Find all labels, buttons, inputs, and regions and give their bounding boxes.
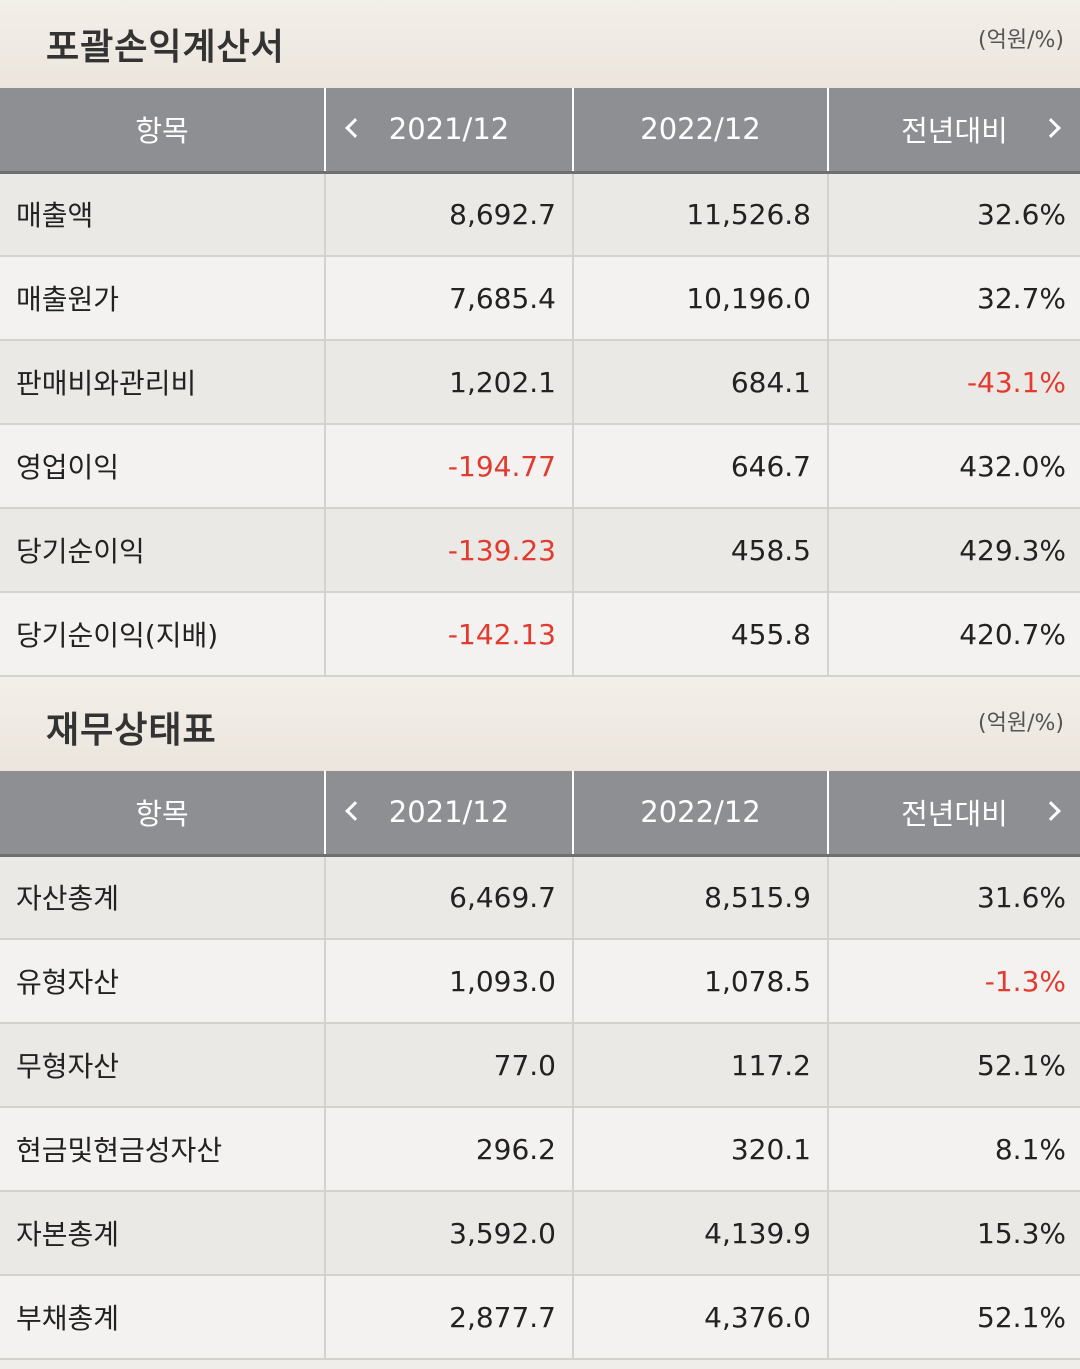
balance-section-header: 재무상태표 (억원/%) bbox=[0, 677, 1080, 771]
row-item-label: 현금및현금성자산 bbox=[0, 1107, 325, 1192]
row-value-2022: 684.1 bbox=[572, 340, 828, 425]
table-row[interactable]: 현금및현금성자산 296.2 320.1 8.1% bbox=[0, 1107, 1080, 1192]
row-item-label: 당기순이익(지배) bbox=[0, 592, 325, 677]
row-value-yoy: 420.7% bbox=[827, 592, 1080, 677]
row-value-yoy: 8.1% bbox=[827, 1107, 1080, 1192]
table-row[interactable]: 자산총계 6,469.7 8,515.9 31.6% bbox=[0, 855, 1080, 940]
balance-table: 항목 2021/12 2022/12 전년대비 자산총계 6,469.7 8,515… bbox=[0, 771, 1080, 1360]
table-row[interactable]: 당기순이익(지배) -142.13 455.8 420.7% bbox=[0, 592, 1080, 677]
row-value-yoy: 31.6% bbox=[827, 855, 1080, 940]
balance-header-2021: 2021/12 bbox=[324, 771, 573, 857]
row-value-2022: 11,526.8 bbox=[572, 172, 828, 257]
income-header-item: 항목 bbox=[0, 88, 325, 174]
row-item-label: 매출원가 bbox=[0, 256, 325, 341]
row-value-2022: 4,376.0 bbox=[572, 1275, 828, 1360]
row-value-2022: 4,139.9 bbox=[572, 1191, 828, 1276]
row-value-2022: 117.2 bbox=[572, 1023, 828, 1108]
row-value-2021: 8,692.7 bbox=[324, 172, 573, 257]
balance-header-yoy-label: 전년대비 bbox=[901, 797, 1008, 832]
row-item-label: 매출액 bbox=[0, 172, 325, 257]
row-value-2021: 296.2 bbox=[324, 1107, 573, 1192]
balance-header-2021-label: 2021/12 bbox=[388, 795, 510, 830]
row-value-yoy: 52.1% bbox=[827, 1023, 1080, 1108]
row-value-2021: 2,877.7 bbox=[324, 1275, 573, 1360]
row-item-label: 자본총계 bbox=[0, 1191, 325, 1276]
row-item-label: 유형자산 bbox=[0, 939, 325, 1024]
row-value-2021: 1,093.0 bbox=[324, 939, 573, 1024]
table-row[interactable]: 영업이익 -194.77 646.7 432.0% bbox=[0, 424, 1080, 509]
balance-header-2022: 2022/12 bbox=[572, 771, 828, 857]
chevron-left-icon[interactable] bbox=[345, 801, 365, 822]
row-value-2021: 3,592.0 bbox=[324, 1191, 573, 1276]
row-item-label: 당기순이익 bbox=[0, 508, 325, 593]
income-header-yoy: 전년대비 bbox=[827, 88, 1080, 174]
row-value-yoy: 32.7% bbox=[827, 256, 1080, 341]
income-table: 항목 2021/12 2022/12 전년대비 매출액 8,692.7 11,526… bbox=[0, 88, 1080, 677]
row-value-2022: 1,078.5 bbox=[572, 939, 828, 1024]
row-value-2022: 10,196.0 bbox=[572, 256, 828, 341]
row-value-2021: -142.13 bbox=[324, 592, 573, 677]
income-section-header: 포괄손익계산서 (억원/%) bbox=[0, 0, 1080, 88]
row-value-2022: 646.7 bbox=[572, 424, 828, 509]
row-item-label: 자산총계 bbox=[0, 855, 325, 940]
row-value-2021: -139.23 bbox=[324, 508, 573, 593]
income-unit-label: (억원/%) bbox=[978, 28, 1064, 53]
row-value-2021: 77.0 bbox=[324, 1023, 573, 1108]
chevron-left-icon[interactable] bbox=[345, 118, 365, 139]
row-value-yoy: -1.3% bbox=[827, 939, 1080, 1024]
income-header-2021: 2021/12 bbox=[324, 88, 573, 174]
row-item-label: 판매비와관리비 bbox=[0, 340, 325, 425]
row-item-label: 부채총계 bbox=[0, 1275, 325, 1360]
table-row[interactable]: 부채총계 2,877.7 4,376.0 52.1% bbox=[0, 1275, 1080, 1360]
balance-unit-label: (억원/%) bbox=[978, 711, 1064, 736]
row-value-2021: 1,202.1 bbox=[324, 340, 573, 425]
income-header-yoy-label: 전년대비 bbox=[901, 114, 1008, 149]
row-value-2021: 7,685.4 bbox=[324, 256, 573, 341]
balance-header-item: 항목 bbox=[0, 771, 325, 857]
row-value-yoy: 32.6% bbox=[827, 172, 1080, 257]
row-value-yoy: 429.3% bbox=[827, 508, 1080, 593]
row-value-yoy: -43.1% bbox=[827, 340, 1080, 425]
table-row[interactable]: 유형자산 1,093.0 1,078.5 -1.3% bbox=[0, 939, 1080, 1024]
balance-section-title: 재무상태표 bbox=[46, 710, 217, 751]
row-value-2022: 320.1 bbox=[572, 1107, 828, 1192]
row-value-yoy: 15.3% bbox=[827, 1191, 1080, 1276]
row-value-2022: 8,515.9 bbox=[572, 855, 828, 940]
balance-header-yoy: 전년대비 bbox=[827, 771, 1080, 857]
income-section-title: 포괄손익계산서 bbox=[46, 27, 285, 68]
table-row[interactable]: 당기순이익 -139.23 458.5 429.3% bbox=[0, 508, 1080, 593]
balance-header-row: 항목 2021/12 2022/12 전년대비 bbox=[0, 771, 1080, 857]
table-row[interactable]: 판매비와관리비 1,202.1 684.1 -43.1% bbox=[0, 340, 1080, 425]
row-value-yoy: 52.1% bbox=[827, 1275, 1080, 1360]
row-value-yoy: 432.0% bbox=[827, 424, 1080, 509]
income-header-2022: 2022/12 bbox=[572, 88, 828, 174]
income-header-2021-label: 2021/12 bbox=[388, 112, 510, 147]
row-item-label: 무형자산 bbox=[0, 1023, 325, 1108]
chevron-right-icon[interactable] bbox=[1041, 801, 1061, 822]
table-row[interactable]: 자본총계 3,592.0 4,139.9 15.3% bbox=[0, 1191, 1080, 1276]
table-row[interactable]: 무형자산 77.0 117.2 52.1% bbox=[0, 1023, 1080, 1108]
row-value-2022: 458.5 bbox=[572, 508, 828, 593]
row-value-2022: 455.8 bbox=[572, 592, 828, 677]
table-row[interactable]: 매출원가 7,685.4 10,196.0 32.7% bbox=[0, 256, 1080, 341]
row-item-label: 영업이익 bbox=[0, 424, 325, 509]
table-row[interactable]: 매출액 8,692.7 11,526.8 32.6% bbox=[0, 172, 1080, 257]
row-value-2021: -194.77 bbox=[324, 424, 573, 509]
row-value-2021: 6,469.7 bbox=[324, 855, 573, 940]
chevron-right-icon[interactable] bbox=[1041, 118, 1061, 139]
income-header-row: 항목 2021/12 2022/12 전년대비 bbox=[0, 88, 1080, 174]
